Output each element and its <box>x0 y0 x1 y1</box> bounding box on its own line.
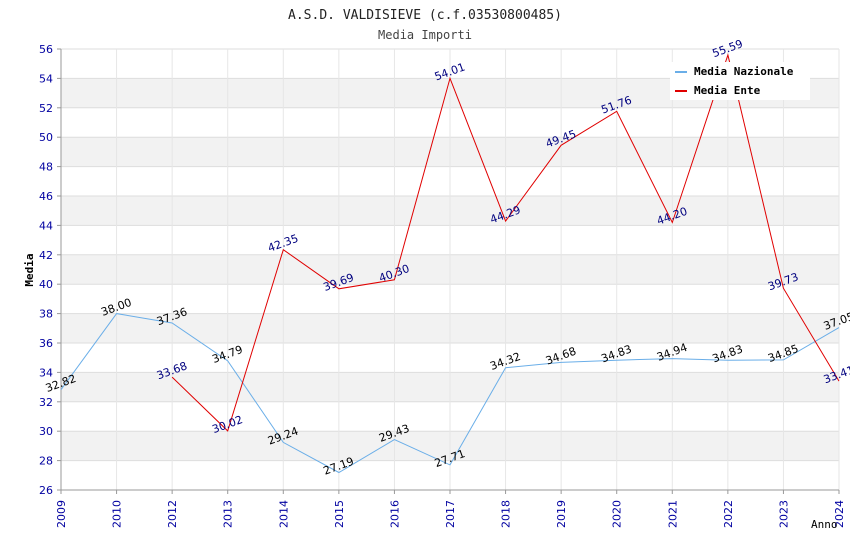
x-tick-label: 2009 <box>55 500 68 528</box>
x-tick-label: 2015 <box>333 500 346 528</box>
y-tick-label: 26 <box>39 484 53 497</box>
x-tick-label: 2017 <box>444 500 457 528</box>
chart-title: A.S.D. VALDISIEVE (c.f.03530800485) <box>288 8 562 23</box>
axes: 26 28 30 32 34 36 38 40 42 44 46 48 50 52 54 56 2009 2010… <box>39 43 846 528</box>
legend-label-media-ente: Media Ente <box>694 84 761 97</box>
y-axis-label: Media <box>23 253 36 286</box>
x-tick-label: 2018 <box>500 500 513 528</box>
y-tick-label: 54 <box>39 72 53 85</box>
x-tick-label: 2012 <box>166 500 179 528</box>
legend-label-media-nazionale: Media Nazionale <box>694 65 794 78</box>
y-tick-label: 30 <box>39 425 53 438</box>
legend: Media Nazionale Media Ente <box>670 62 810 100</box>
x-tick-label: 2021 <box>666 500 679 528</box>
chart-subtitle: Media Importi <box>378 28 472 42</box>
x-tick-label: 2023 <box>777 500 790 528</box>
y-tick-label: 40 <box>39 278 53 291</box>
y-tick-label: 42 <box>39 249 53 262</box>
y-tick-label: 52 <box>39 102 53 115</box>
y-tick-label: 38 <box>39 308 53 321</box>
x-tick-label: 2019 <box>555 500 568 528</box>
series-lines <box>60 53 840 474</box>
y-tick-label: 46 <box>39 190 53 203</box>
y-tick-label: 44 <box>39 219 53 232</box>
legend-box <box>670 62 810 100</box>
y-tick-label: 56 <box>39 43 53 56</box>
x-tick-label: 2010 <box>111 500 124 528</box>
x-tick-label: 2024 <box>833 500 846 528</box>
series-line-media-ente <box>171 53 840 432</box>
x-axis-label: Anno <box>811 518 838 531</box>
x-tick-label: 2014 <box>277 500 290 528</box>
x-tick-label: 2022 <box>722 500 735 528</box>
y-tick-label: 48 <box>39 161 53 174</box>
x-tick-label: 2016 <box>388 500 401 528</box>
y-tick-label: 50 <box>39 131 53 144</box>
x-tick-label: 2013 <box>222 500 235 528</box>
y-tick-label: 28 <box>39 455 53 468</box>
y-tick-label: 32 <box>39 396 53 409</box>
y-tick-label: 36 <box>39 337 53 350</box>
x-tick-label: 2020 <box>611 500 624 528</box>
y-tick-label: 34 <box>39 366 53 379</box>
series-line-media-nazionale <box>60 313 840 474</box>
